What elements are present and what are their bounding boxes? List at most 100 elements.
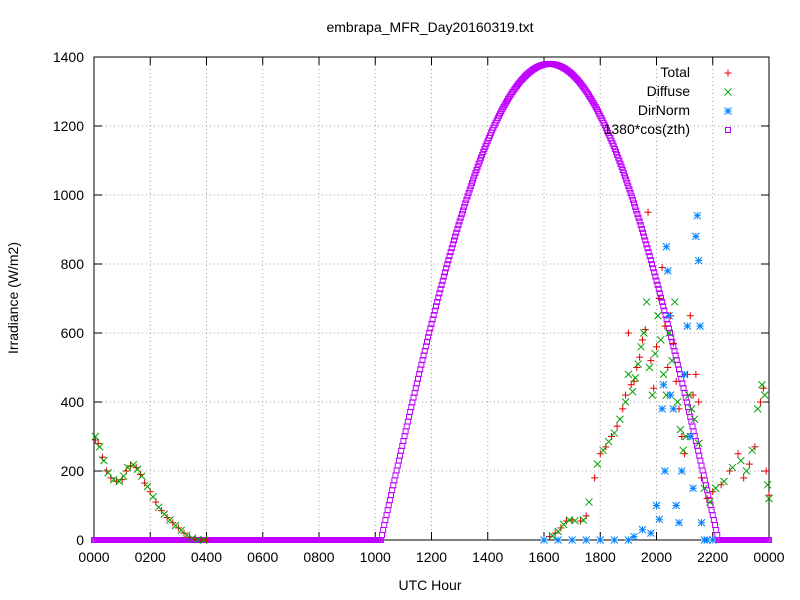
total-point (661, 322, 669, 330)
cos-zth-point (473, 167, 480, 174)
y-tick-label: 1000 (53, 187, 84, 203)
diffuse-point (593, 460, 602, 468)
dirnorm-point (647, 529, 655, 537)
chart-title: embrapa_MFR_Day20160319.txt (326, 19, 533, 35)
cos-zth-point (426, 329, 433, 336)
diffuse-point (616, 415, 624, 424)
diffuse-point (656, 336, 665, 344)
y-tick-label: 200 (61, 463, 85, 479)
diffuse-point (748, 446, 756, 455)
total-point (653, 343, 660, 351)
x-tick-label: 1000 (360, 549, 391, 565)
cos-zth-point (623, 176, 630, 183)
cos-zth-point (407, 408, 414, 415)
cos-zth-point (766, 537, 772, 543)
x-tick-label: 0000 (78, 549, 109, 565)
diffuse-point (154, 503, 163, 512)
cos-zth-point (619, 167, 626, 174)
cos-zth-point (401, 433, 408, 440)
data-points (91, 60, 773, 544)
cos-zth-point (651, 269, 658, 276)
y-axis-ticks: 0 200 400 600 800 1000 1200 1400 (53, 49, 769, 548)
cos-zth-point (658, 294, 664, 301)
diffuse-point (579, 516, 588, 524)
cos-zth-point (696, 452, 703, 459)
y-tick-label: 400 (61, 394, 85, 410)
cos-zth-point (379, 532, 385, 539)
cos-zth-point (665, 325, 672, 332)
diffuse-point (604, 437, 613, 446)
cos-zth-point (663, 316, 670, 323)
total-point (664, 364, 672, 371)
cos-zth-point (654, 281, 661, 288)
diffuse-point (760, 391, 769, 399)
diffuse-point (177, 526, 186, 535)
dirnorm-point (658, 405, 666, 413)
legend-label-total: Total (660, 64, 690, 80)
diffuse-point (668, 356, 676, 365)
x-tick-label: 2000 (641, 549, 672, 565)
diffuse-point (684, 391, 693, 399)
diffuse-point (665, 329, 674, 337)
cos-zth-point (382, 517, 389, 524)
x-tick-label: 1800 (585, 549, 616, 565)
cos-zth-point (628, 193, 635, 200)
legend: Total Diffuse DirNorm 1380*cos(zth) (604, 64, 732, 137)
diffuse-point (728, 463, 737, 472)
diffuse-point (711, 484, 720, 493)
diffuse-point (95, 442, 104, 451)
cos-zth-point (470, 176, 477, 183)
diffuse-point (188, 534, 197, 543)
cos-zth-point (408, 404, 415, 411)
cos-zth-point (394, 462, 401, 469)
cos-zth-point (391, 477, 398, 484)
cos-zth-point (643, 241, 650, 248)
cos-zth-point (393, 467, 400, 474)
diffuse-point (642, 298, 651, 306)
legend-marker-cos-zth (725, 127, 731, 133)
cos-zth-point (458, 211, 465, 218)
diffuse-point (149, 493, 157, 501)
total-point (740, 474, 748, 482)
diffuse-point (639, 329, 648, 337)
total-point (591, 474, 599, 482)
diffuse-point (645, 363, 654, 372)
diffuse-point (700, 484, 709, 493)
dirnorm-point (596, 536, 605, 544)
cos-zth-point (443, 265, 450, 272)
cos-zth-point (640, 229, 646, 236)
dirnorm-point (661, 467, 669, 475)
cos-zth-point (440, 273, 447, 280)
legend-marker-glyph (724, 88, 732, 96)
cos-zth-point (431, 307, 438, 314)
cos-zth-point (634, 211, 641, 218)
cos-zth-point (635, 214, 642, 221)
cos-zth-point (638, 225, 645, 232)
diffuse-point (694, 439, 703, 448)
total-point (638, 336, 646, 344)
dirnorm-point (652, 501, 661, 510)
y-axis-label: Irradiance (W/m2) (5, 242, 21, 354)
dirnorm-point (554, 536, 562, 544)
cos-zth-point (390, 482, 397, 489)
total-point (698, 474, 705, 482)
diffuse-point (673, 398, 682, 406)
diffuse-point (634, 360, 643, 368)
dirnorm-point (568, 536, 576, 544)
cos-zth-point (695, 447, 702, 454)
dirnorm-point (669, 405, 678, 413)
cos-zth-point (433, 303, 439, 310)
dirnorm-point (638, 525, 647, 534)
cos-zth-point (400, 438, 407, 445)
cos-zth-point (617, 160, 624, 167)
cos-zth-point (442, 269, 448, 276)
x-axis-ticks: 0000 0200 0400 0600 0800 1000 1200 1400 1600 1800… (78, 57, 785, 565)
cos-zth-point (661, 307, 668, 314)
dirnorm-point (693, 211, 702, 220)
cos-zth-point (435, 294, 442, 301)
diffuse-point (720, 477, 728, 486)
x-tick-label: 0200 (135, 549, 166, 565)
x-tick-label: 1200 (416, 549, 447, 565)
cos-zth-point (655, 286, 662, 293)
diffuse-point (559, 520, 568, 529)
